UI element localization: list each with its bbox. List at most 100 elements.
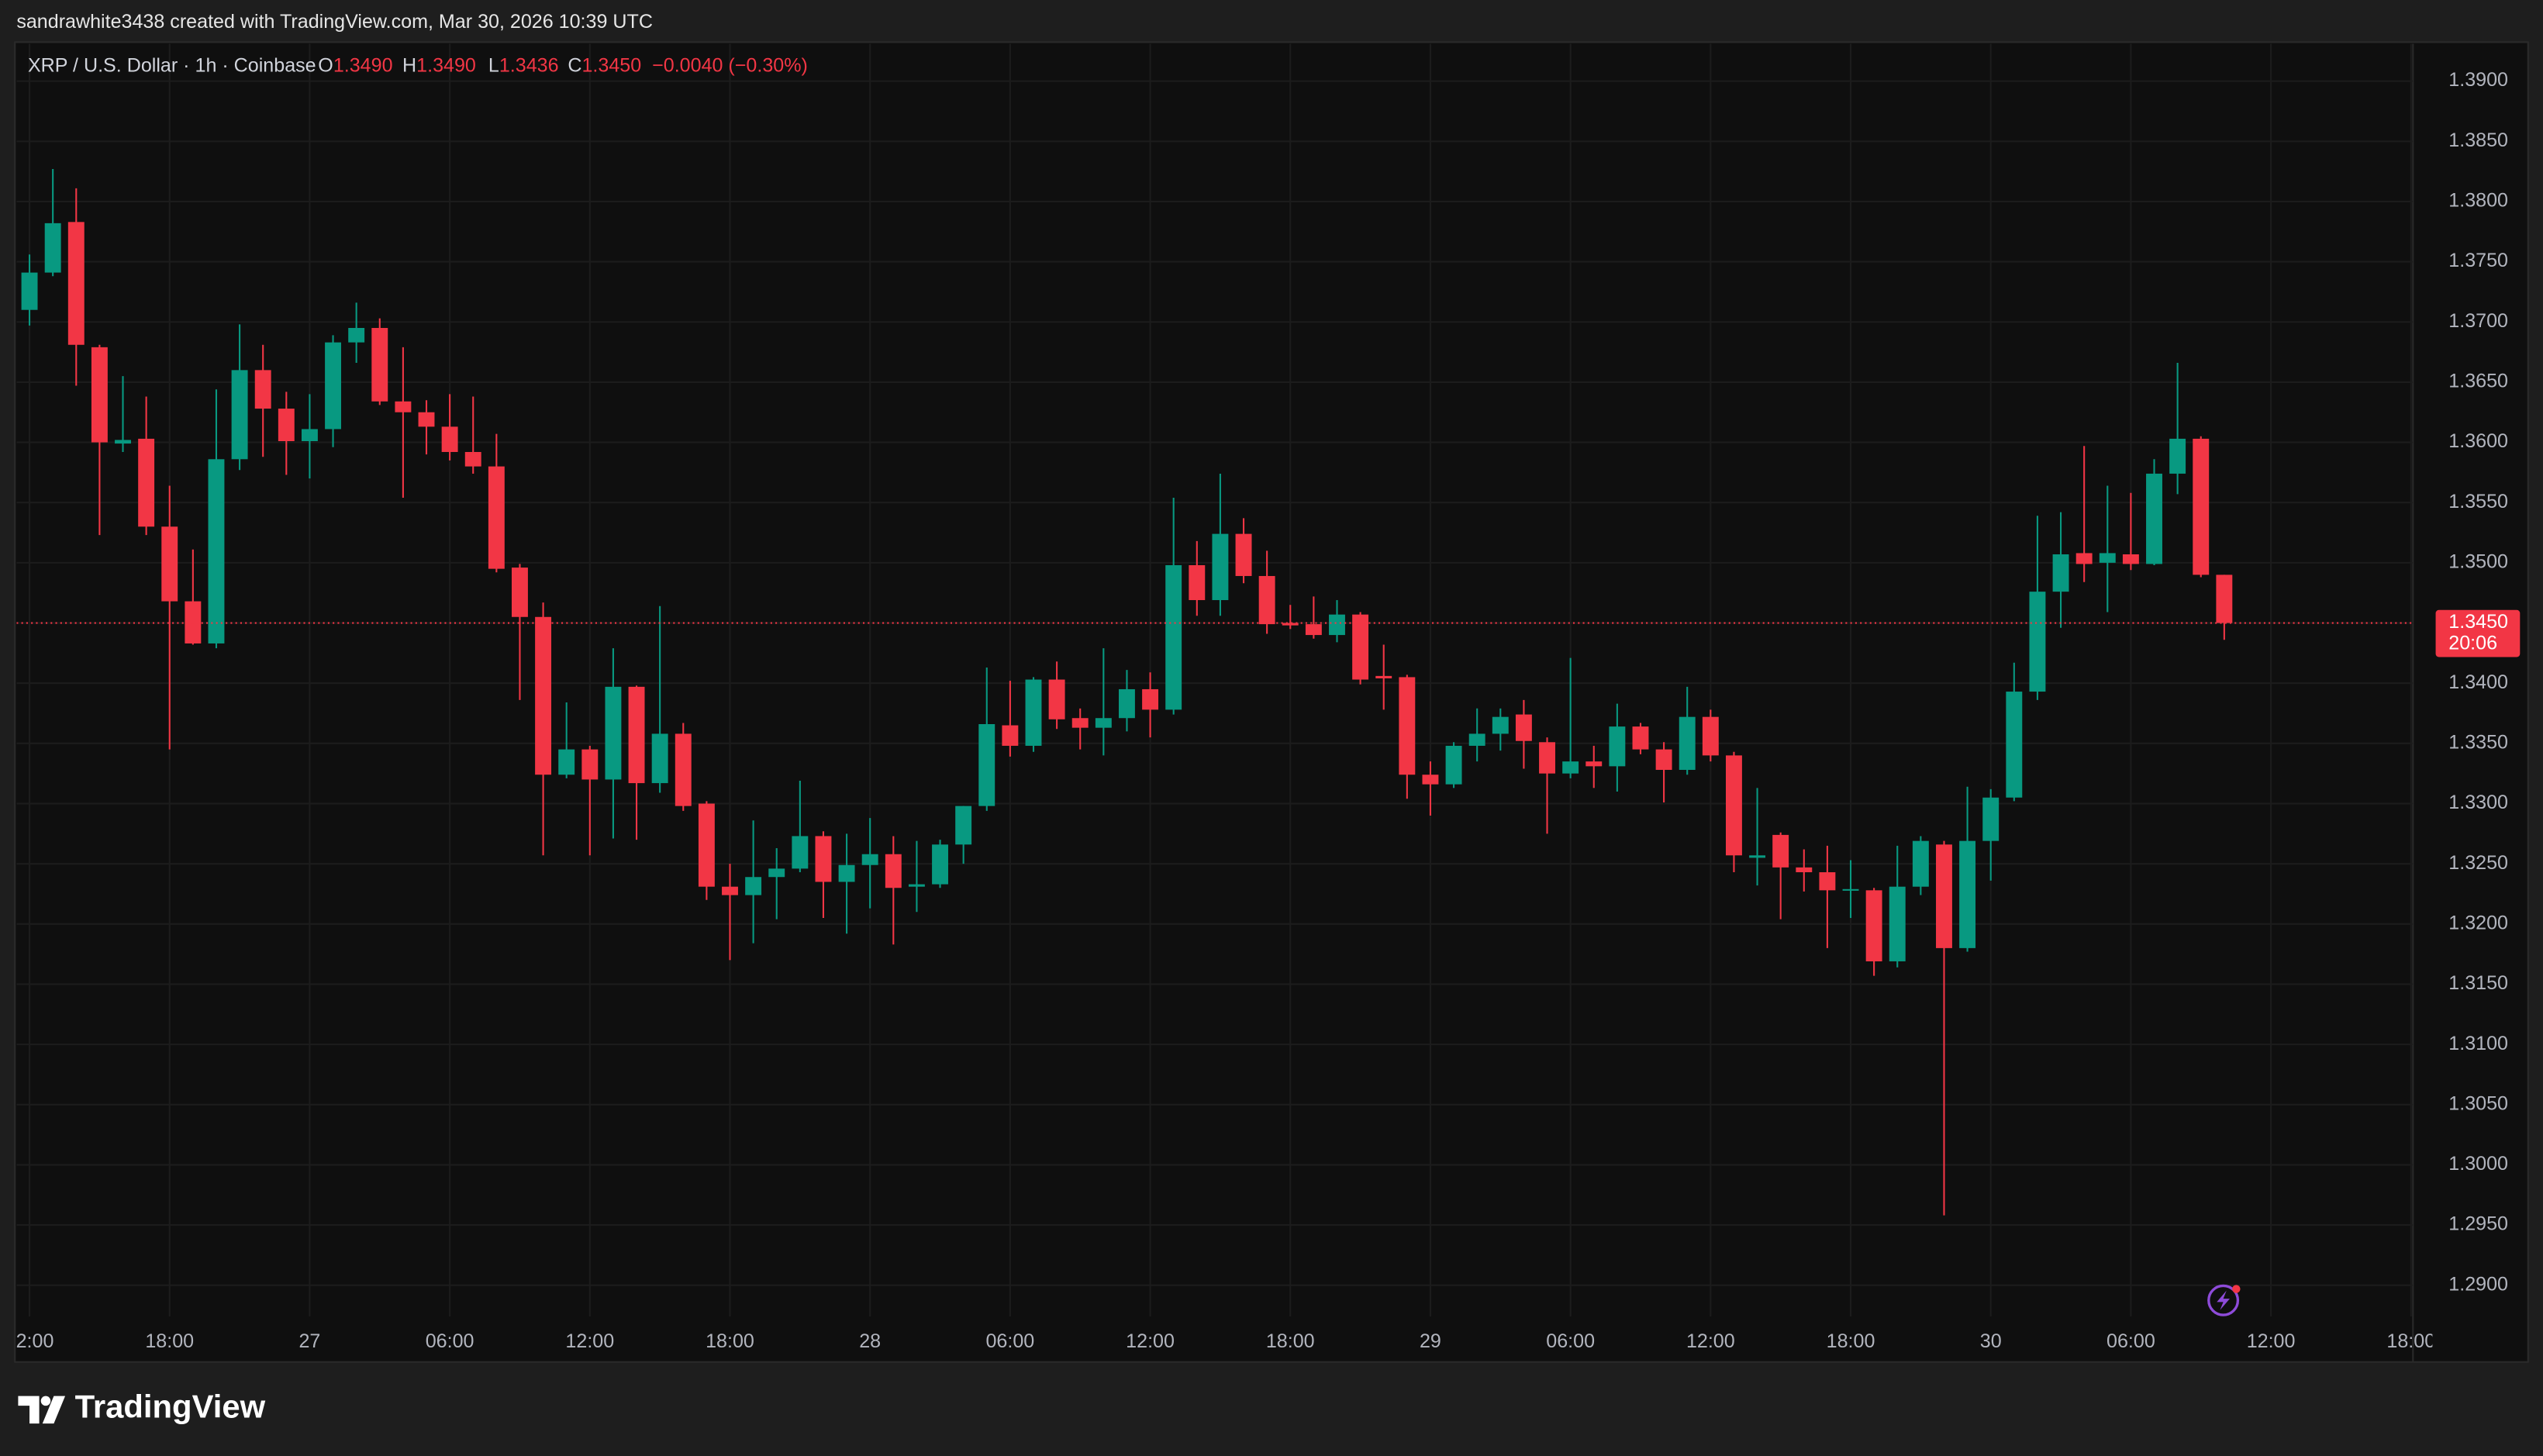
candle-body (1095, 718, 1112, 728)
y-tick-label: 1.3150 (2448, 972, 2508, 994)
ohlc-key: L (488, 54, 499, 76)
logo-mark (18, 1396, 40, 1424)
candle-body (115, 440, 131, 444)
candle-body (1118, 688, 1135, 719)
candle-body (1562, 761, 1579, 774)
candle-body (1725, 755, 1742, 856)
assistant-icon[interactable] (2207, 1284, 2241, 1316)
icon-dot (2232, 1285, 2241, 1293)
candle-body (1515, 714, 1532, 741)
x-tick-label: 06:00 (1546, 1330, 1595, 1352)
candle-body (21, 272, 38, 310)
candle-body (1165, 564, 1182, 710)
x-tick-label: 12:00 (2247, 1330, 2296, 1352)
candle-body (91, 347, 108, 443)
ohlc-value: 1.3450 (581, 54, 641, 76)
candle-body (1842, 888, 1859, 891)
candle-body (2122, 554, 2139, 564)
candle-body (698, 803, 715, 887)
candle-body (1982, 797, 2000, 841)
candle-body (1422, 775, 1439, 785)
candle-body (1142, 688, 1159, 710)
y-tick-label: 1.2950 (2448, 1213, 2508, 1235)
y-tick-label: 1.3500 (2448, 550, 2508, 572)
y-tick-label: 1.3600 (2448, 430, 2508, 452)
candle-body (1655, 749, 1672, 771)
candle-body (1305, 624, 1322, 636)
y-tick-label: 1.3300 (2448, 792, 2508, 813)
candle-body (1468, 733, 1485, 746)
candle-body (301, 429, 318, 442)
candle-body (745, 877, 762, 895)
y-tick-label: 1.3650 (2448, 371, 2508, 392)
candle-body (955, 806, 972, 845)
candle-body (838, 864, 855, 882)
candle-body (1492, 716, 1509, 734)
y-tick-label: 1.3750 (2448, 250, 2508, 271)
x-tick-label: 18:00 (1266, 1330, 1315, 1352)
x-tick-label: 18:00 (706, 1330, 754, 1352)
chart-panel (14, 41, 2529, 1363)
candle-body (278, 409, 295, 442)
ohlc-value: 1.3490 (333, 54, 393, 76)
candle-body (1959, 840, 1976, 948)
candle-body (1375, 675, 1392, 678)
candle-body (418, 412, 435, 427)
candle-body (1189, 564, 1206, 601)
x-tick-label: 29 (1420, 1330, 1441, 1352)
candle-body (325, 342, 342, 430)
y-tick-label: 1.3550 (2448, 491, 2508, 512)
icon-ring (2207, 1284, 2240, 1316)
candle-body (2216, 574, 2233, 623)
candle-body (581, 749, 599, 780)
candle-body (2099, 553, 2116, 563)
candle-body (2193, 438, 2210, 575)
candle-body (1071, 718, 1089, 728)
candle-body (2146, 473, 2162, 564)
x-tick-label: 12:00 (565, 1330, 614, 1352)
y-tick-label: 1.3700 (2448, 310, 2508, 332)
candle-body (1912, 840, 1929, 887)
x-tick-label: 06:00 (426, 1330, 474, 1352)
candle-body (161, 526, 178, 602)
candle-body (2075, 553, 2093, 564)
candles (16, 168, 2414, 1216)
y-tick-label: 1.3800 (2448, 190, 2508, 212)
ohlc-value: 1.3490 (416, 54, 476, 76)
ohlc-key: C (568, 54, 581, 76)
legend: XRP / U.S. Dollar · 1h · Coinbase O1.349… (28, 54, 808, 76)
candle-body (1329, 614, 1345, 636)
price-tag-box (2435, 609, 2521, 657)
candle-body (1025, 679, 1042, 746)
candle-body (1352, 614, 1369, 680)
ohlc-value: 1.3436 (499, 54, 559, 76)
price-tag-countdown: 20:06 (2448, 632, 2497, 654)
y-tick-label: 1.3350 (2448, 731, 2508, 753)
candle-body (371, 328, 388, 402)
candle-body (2052, 554, 2069, 592)
candle-body (885, 854, 902, 888)
candle-body (1399, 677, 1416, 775)
icon-bolt (2217, 1290, 2230, 1310)
candle-body (768, 868, 785, 878)
candle-body (488, 466, 505, 569)
x-tick-label: 12:00 (1686, 1330, 1735, 1352)
candle-body (1819, 872, 1836, 891)
candle-body (1796, 867, 1813, 873)
candle-body (1445, 745, 1462, 785)
y-tick-label: 1.3900 (2448, 69, 2508, 91)
candle-body (395, 401, 412, 412)
y-tick-label: 1.3050 (2448, 1092, 2508, 1114)
candle-body (908, 884, 925, 887)
candle-body (861, 854, 878, 865)
x-tick-label: 12:00 (1126, 1330, 1175, 1352)
candle-body (1702, 716, 1719, 756)
candle-body (978, 723, 995, 806)
change: −0.0040 (−0.30%) (652, 54, 808, 76)
x-tick-label: 06:00 (985, 1330, 1034, 1352)
candle-body (722, 886, 738, 895)
candle-body (1282, 623, 1299, 626)
candle-body (1235, 533, 1252, 576)
candle-body (348, 328, 365, 343)
